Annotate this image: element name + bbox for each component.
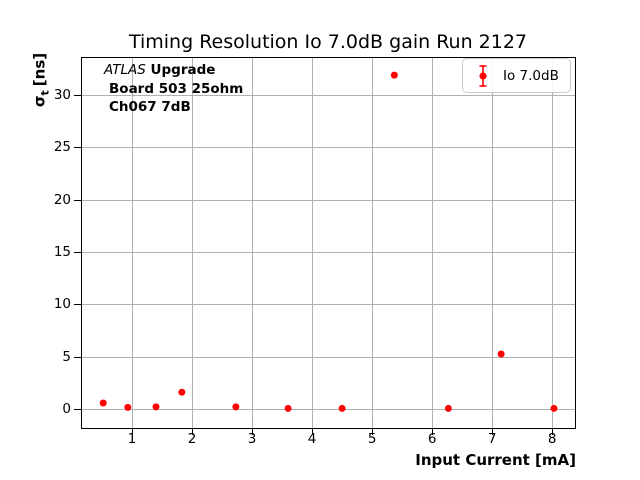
x-tick-label: 4	[307, 431, 317, 447]
experiment-name: ATLAS	[104, 62, 146, 78]
x-tick-label: 6	[427, 431, 437, 447]
x-tick-label: 5	[367, 431, 377, 447]
annotation-line-1-rest: Upgrade	[150, 62, 216, 78]
legend: Io 7.0dB	[462, 58, 571, 93]
data-point	[232, 403, 240, 411]
annotation-line-3: Ch067 7dB	[109, 99, 191, 115]
annotation-line-2: Board 503 25ohm	[109, 80, 244, 97]
data-point	[444, 404, 452, 412]
data-point	[338, 404, 346, 412]
y-tick-label: 20	[53, 191, 71, 208]
errorbar-marker-icon	[479, 64, 487, 87]
data-point	[390, 71, 398, 79]
data-point	[178, 388, 186, 396]
data-point	[550, 404, 558, 412]
legend-label: Io 7.0dB	[503, 67, 559, 84]
x-tick-label: 1	[127, 431, 137, 447]
data-point	[124, 403, 132, 411]
data-point	[152, 403, 160, 411]
chart-title: Timing Resolution Io 7.0dB gain Run 2127	[128, 31, 528, 53]
x-axis-label: Input Current [mA]	[415, 451, 576, 469]
y-tick-label: 15	[53, 243, 71, 260]
y-tick-label: 5	[62, 348, 71, 365]
x-tick-label: 8	[547, 431, 557, 447]
y-tick-label: 25	[53, 139, 71, 156]
data-point	[99, 399, 107, 407]
y-tick-label: 10	[53, 296, 71, 313]
x-tick-label: 2	[187, 431, 197, 447]
y-tick-label: 30	[53, 86, 71, 103]
data-point	[497, 350, 505, 358]
plot-annotation: ATLAS Upgrade Board 503 25ohm Ch067 7dB	[104, 61, 243, 117]
x-tick-label: 3	[247, 431, 257, 447]
plot-border	[81, 57, 576, 429]
x-tick-label: 7	[487, 431, 497, 447]
y-tick-label: 0	[62, 400, 71, 417]
data-point	[284, 404, 292, 412]
annotation-line-1: ATLAS Upgrade	[104, 61, 243, 80]
